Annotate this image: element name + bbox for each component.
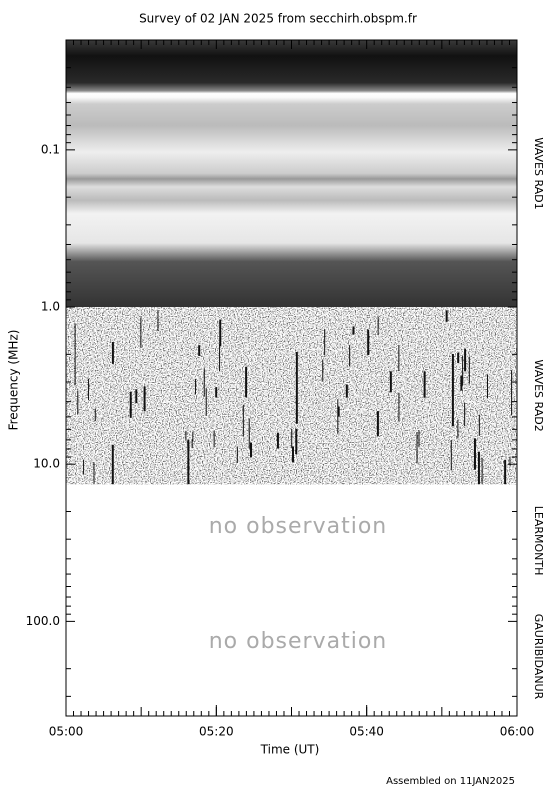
x-tick-label: 05:20 bbox=[199, 725, 234, 739]
y-tick-label: 0.1 bbox=[41, 142, 60, 156]
y-axis-label: Frequency (MHz) bbox=[7, 330, 21, 431]
y-tick-label: 10.0 bbox=[33, 457, 60, 471]
x-tick-label: 05:40 bbox=[349, 725, 384, 739]
radio-bursts bbox=[74, 310, 513, 485]
band-label: LEARMONTH bbox=[532, 506, 545, 576]
y-tick-label: 1.0 bbox=[41, 300, 60, 314]
no-observation: no observation bbox=[209, 514, 388, 539]
band-label: WAVES RAD2 bbox=[532, 359, 545, 431]
spectrum-noise bbox=[66, 307, 517, 485]
x-tick-label: 06:00 bbox=[500, 725, 535, 739]
chart-title: Survey of 02 JAN 2025 from secchirh.obsp… bbox=[139, 12, 417, 26]
spectrum-band bbox=[66, 40, 517, 308]
band-label: GAURIBIDANUR bbox=[532, 614, 545, 700]
no-observation: no observation bbox=[209, 629, 388, 654]
footer: Assembled on 11JAN2025 bbox=[386, 776, 515, 787]
x-tick-label: 05:00 bbox=[49, 725, 84, 739]
y-tick-label: 100.0 bbox=[26, 614, 60, 628]
band-label: WAVES RAD1 bbox=[532, 137, 545, 209]
x-axis-label: Time (UT) bbox=[260, 743, 320, 757]
